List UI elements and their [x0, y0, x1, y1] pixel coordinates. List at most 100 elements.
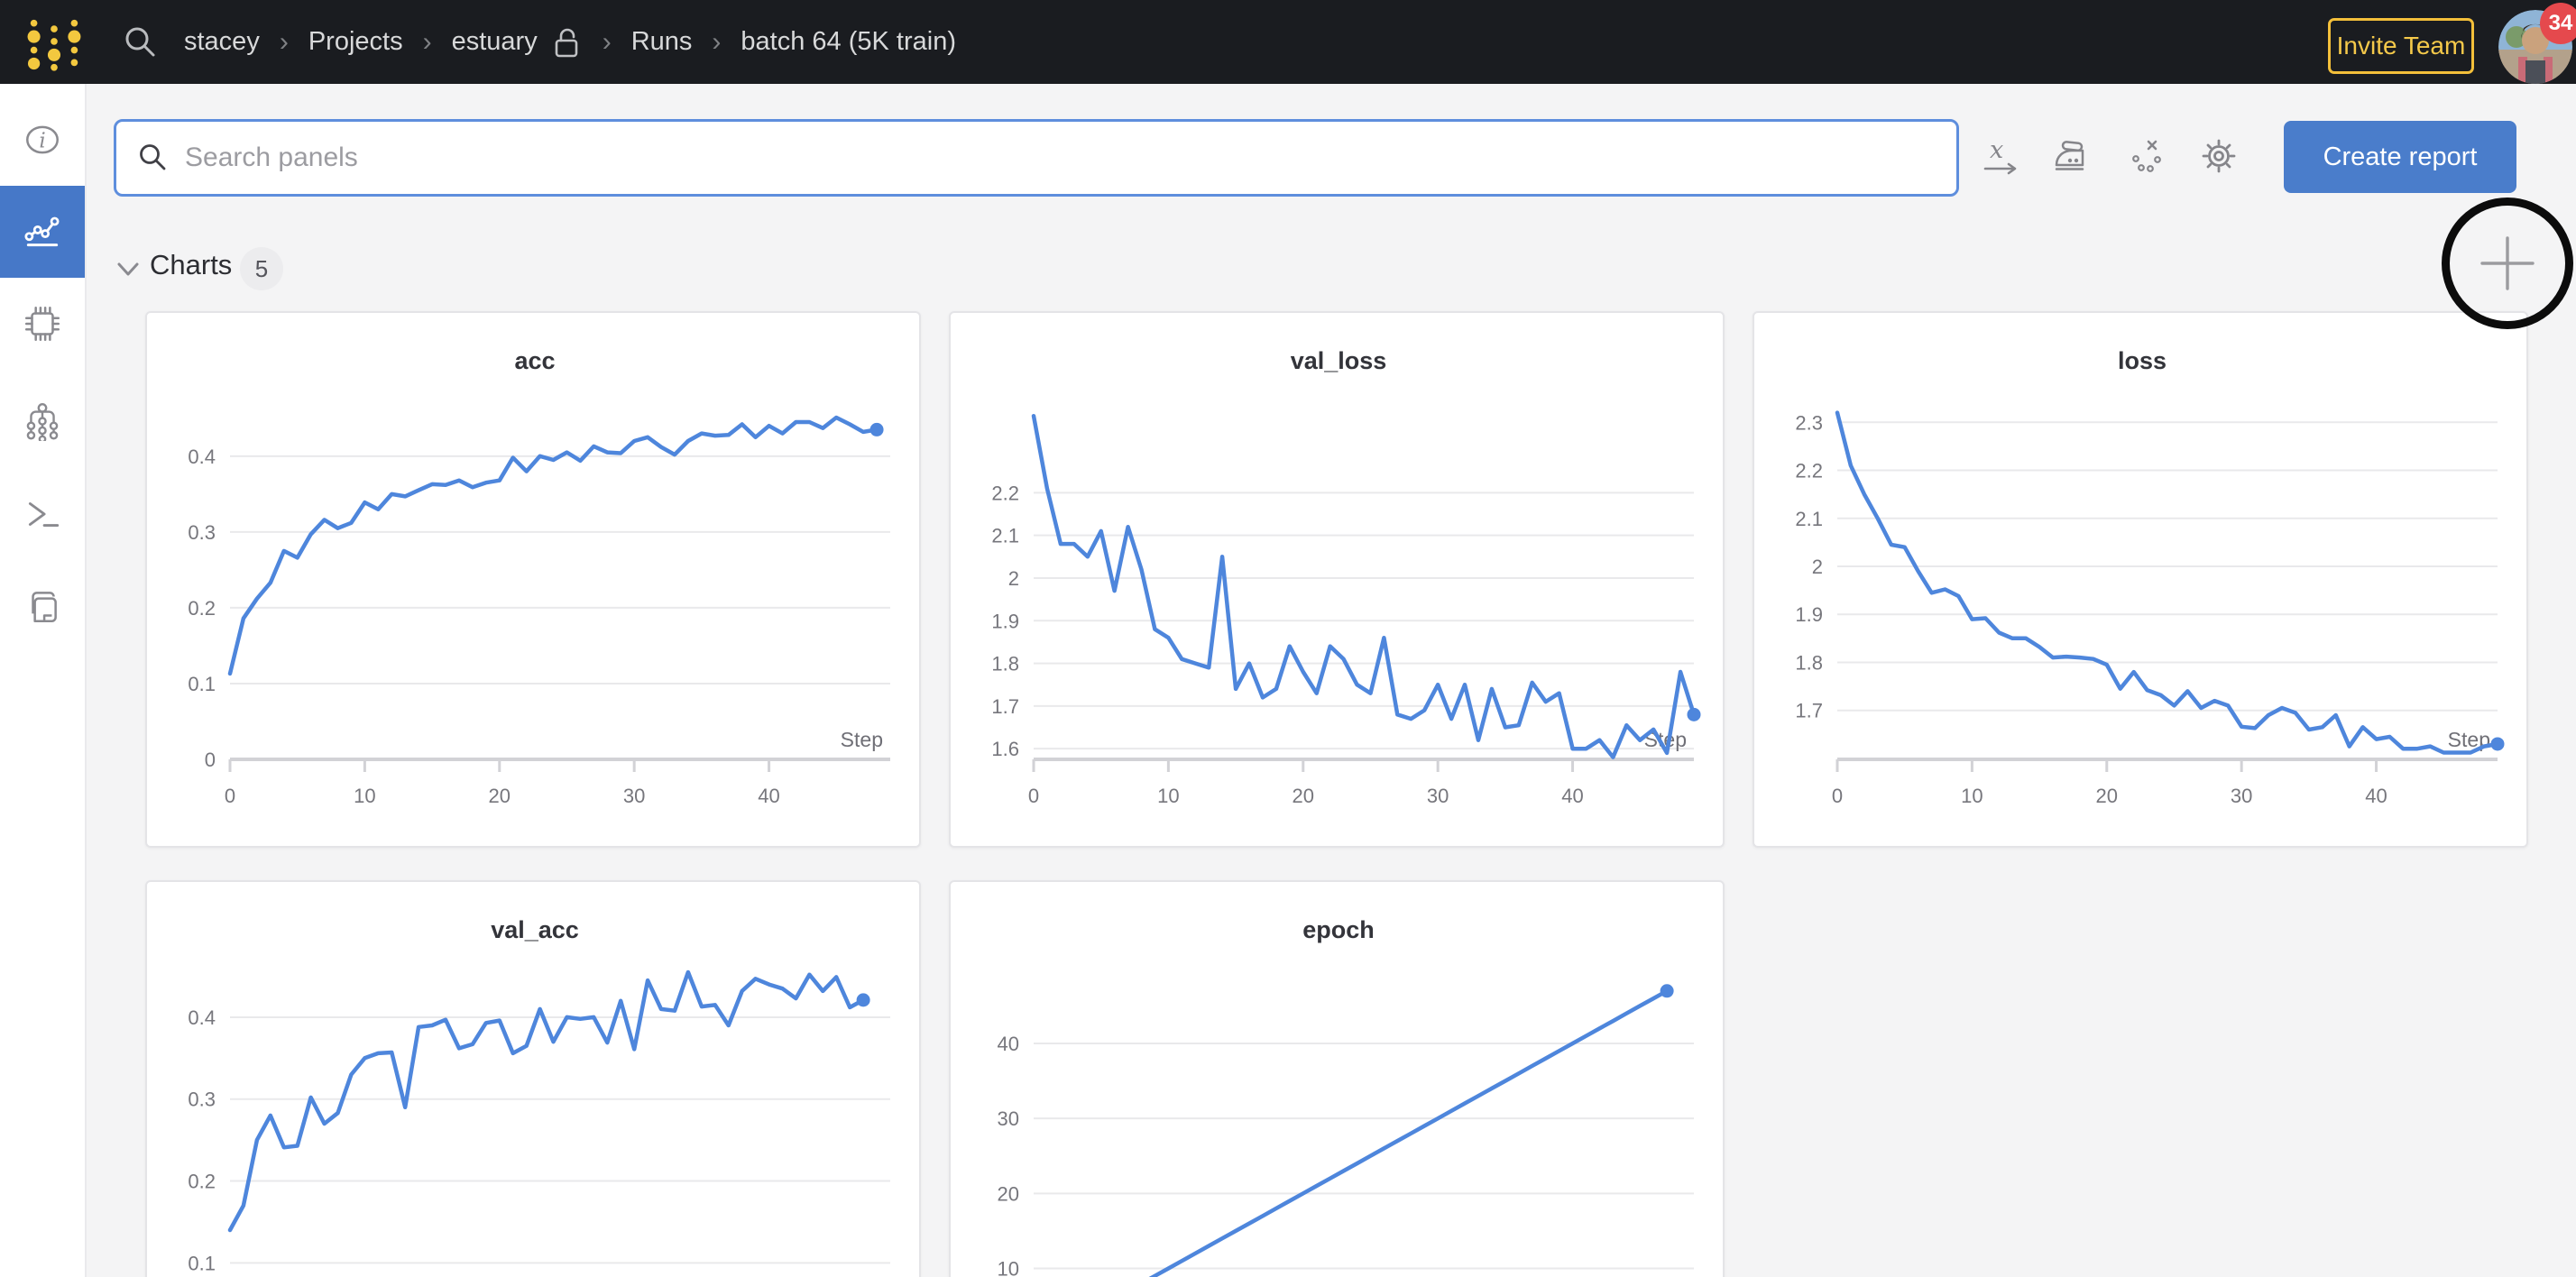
y-tick-label: 0 [205, 749, 216, 771]
chart-panel-acc[interactable]: acc 0 0.1 0.2 0.3 0.4 0 10 20 30 40 Step [145, 311, 921, 848]
svg-text:i: i [39, 129, 45, 152]
x-tick-label: 10 [1961, 785, 1983, 807]
y-tick-label: 20 [998, 1182, 1019, 1205]
breadcrumb-item-run[interactable]: batch 64 (5K train) [741, 27, 956, 56]
y-tick-label: 1.6 [991, 738, 1019, 760]
y-tick-label: 10 [998, 1257, 1019, 1277]
last-point-marker [1687, 707, 1701, 721]
panel-chart-icon [24, 216, 60, 247]
breadcrumb-separator: › [602, 26, 612, 57]
add-panel-button[interactable] [2479, 234, 2536, 292]
info-icon: i [26, 125, 59, 154]
wandb-logo[interactable] [20, 14, 88, 71]
chart-canvas: epoch10203040010203040Step [998, 916, 1694, 1277]
y-tick-label: 30 [998, 1107, 1019, 1130]
sidebar-item-logs[interactable] [0, 468, 85, 560]
search-icon[interactable] [121, 23, 161, 62]
y-tick-label: 2.1 [991, 525, 1019, 547]
y-tick-label: 0.2 [188, 597, 216, 620]
x-tick-label: 20 [489, 785, 511, 807]
x-tick-label: 40 [1561, 785, 1583, 807]
sidebar-item-system[interactable] [0, 278, 85, 370]
charts-count-badge: 5 [240, 247, 283, 290]
y-tick-label: 1.9 [991, 610, 1019, 632]
y-tick-label: 1.9 [1795, 603, 1823, 626]
y-tick-label: 1.7 [991, 695, 1019, 718]
chart-canvas: acc 0 0.1 0.2 0.3 0.4 0 10 20 30 40 Step [188, 347, 890, 807]
x-tick-label: 10 [354, 785, 375, 807]
x-axis-icon[interactable]: x [1981, 136, 2020, 176]
invite-team-button[interactable]: Invite Team [2328, 18, 2474, 74]
model-graph-icon [26, 403, 59, 441]
click-highlight-circle [2442, 198, 2573, 329]
y-tick-label: 40 [998, 1033, 1019, 1055]
sidebar-item-charts[interactable] [0, 186, 85, 278]
breadcrumb-item-projects[interactable]: Projects [308, 27, 403, 56]
sidebar-item-model[interactable] [0, 374, 85, 466]
breadcrumb-item-user[interactable]: stacey [184, 27, 260, 56]
chart-title: epoch [1302, 916, 1375, 943]
smoothing-iron-icon[interactable] [2050, 136, 2090, 176]
y-tick-label: 2.2 [991, 482, 1019, 504]
breadcrumb-item-project[interactable]: estuary [451, 27, 538, 56]
x-tick-label: 10 [1157, 785, 1179, 807]
y-tick-label: 0.2 [188, 1171, 216, 1193]
chart-title: loss [2118, 347, 2167, 374]
chart-panel-val_loss[interactable]: val_loss 1.6 1.7 1.8 1.9 2 2.1 2.2 0 10 20 30 40 Step [949, 311, 1725, 848]
breadcrumb-separator: › [422, 26, 432, 57]
x-tick-label: 20 [2096, 785, 2118, 807]
x-tick-label: 30 [1427, 785, 1449, 807]
y-tick-label: 0.3 [188, 1089, 216, 1111]
x-tick-label: 20 [1293, 785, 1314, 807]
notification-badge[interactable]: 34 [2540, 3, 2576, 44]
chart-panel-epoch[interactable]: epoch10203040010203040Step [949, 880, 1725, 1277]
search-panels-input[interactable] [185, 131, 1956, 185]
series-line [1148, 988, 1670, 1277]
last-point-marker [856, 993, 870, 1007]
y-tick-label: 2.1 [1795, 508, 1823, 530]
top-nav-bar: stacey › Projects › estuary › Runs › bat… [0, 0, 2576, 84]
charts-section-title: Charts [150, 249, 233, 280]
y-tick-label: 1.8 [1795, 651, 1823, 674]
terminal-icon [28, 502, 60, 528]
y-tick-label: 2.3 [1795, 411, 1823, 434]
y-tick-label: 1.7 [1795, 700, 1823, 722]
breadcrumb-item-runs[interactable]: Runs [630, 27, 693, 56]
sidebar-item-overview[interactable]: i [0, 94, 85, 186]
y-tick-label: 2.2 [1795, 460, 1823, 482]
outliers-icon[interactable] [2125, 136, 2165, 176]
left-sidebar: i [0, 84, 87, 1277]
last-point-marker [2490, 737, 2505, 751]
last-point-marker [869, 422, 884, 436]
search-panels-box [114, 119, 1959, 197]
x-tick-label: 0 [225, 785, 235, 807]
sidebar-item-files[interactable] [0, 560, 85, 652]
breadcrumb: stacey › Projects › estuary › Runs › bat… [184, 24, 956, 60]
files-icon [32, 592, 57, 622]
chart-title: acc [514, 347, 555, 374]
settings-gear-icon[interactable] [2199, 136, 2239, 176]
y-tick-label: 1.8 [991, 653, 1019, 675]
series-line [1031, 413, 1697, 759]
svg-text:x: x [1990, 136, 2003, 164]
chart-title: val_loss [1291, 347, 1387, 374]
breadcrumb-separator: › [712, 26, 722, 57]
y-tick-label: 2 [1008, 567, 1019, 590]
breadcrumb-separator: › [279, 26, 289, 57]
chart-panel-loss[interactable]: loss 1.7 1.8 1.9 2 2.1 2.2 2.3 0 10 20 30 40 Step [1753, 311, 2528, 848]
series-line [227, 969, 866, 1233]
y-tick-label: 0.4 [188, 1006, 216, 1029]
chevron-down-icon[interactable] [111, 254, 145, 283]
chart-title: val_acc [491, 916, 579, 943]
search-icon [140, 144, 166, 170]
x-tick-label: 0 [1832, 785, 1843, 807]
create-report-button[interactable]: Create report [2284, 121, 2516, 193]
x-tick-label: 0 [1028, 785, 1039, 807]
x-tick-label: 40 [758, 785, 779, 807]
y-tick-label: 0.1 [188, 673, 216, 695]
avatar-container: 34 [2498, 3, 2576, 84]
x-tick-label: 40 [2365, 785, 2387, 807]
